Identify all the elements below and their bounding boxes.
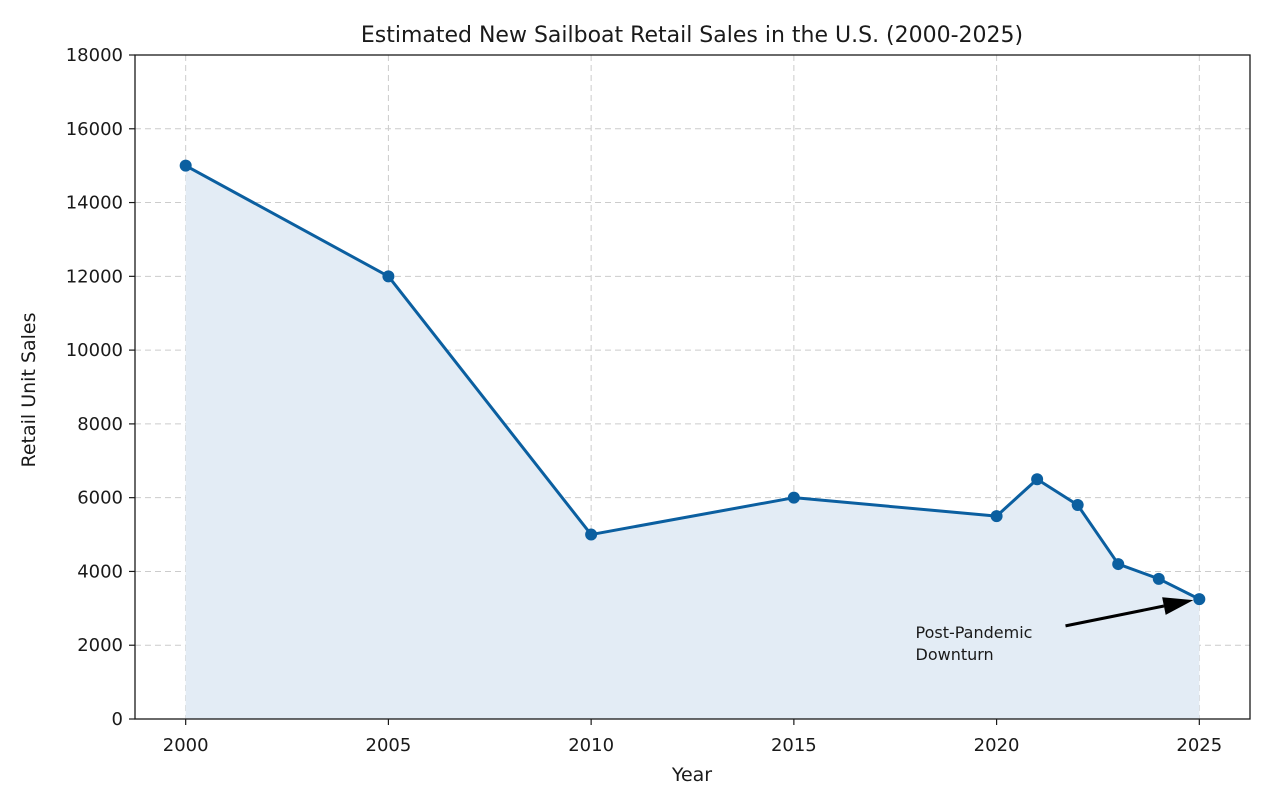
data-point <box>787 491 800 504</box>
plot-frame <box>134 54 1251 720</box>
x-axis-label: Year <box>671 764 712 786</box>
series-line-layer <box>184 164 1200 601</box>
data-point <box>1031 473 1044 486</box>
y-tick-label: 6000 <box>77 488 123 509</box>
y-tick-label: 4000 <box>77 561 123 582</box>
annotation-text: Downturn <box>916 645 994 664</box>
data-point <box>1112 558 1125 571</box>
data-point <box>585 528 598 541</box>
x-tick-label: 2000 <box>163 735 209 756</box>
data-point-layer <box>179 159 1206 606</box>
y-tick-label: 14000 <box>66 193 123 214</box>
data-point <box>382 270 395 283</box>
x-tick-label: 2010 <box>568 735 614 756</box>
y-tick-label: 0 <box>112 709 123 730</box>
y-tick-label: 12000 <box>66 266 123 287</box>
series-area-fill <box>185 165 1200 719</box>
annotation-arrow-line <box>1065 604 1165 628</box>
data-point <box>990 510 1003 523</box>
x-tick-label: 2020 <box>974 735 1020 756</box>
x-tick-label: 2015 <box>771 735 817 756</box>
x-tick-label: 2005 <box>366 735 412 756</box>
series-line <box>184 164 1200 601</box>
y-tick-label: 10000 <box>66 340 123 361</box>
y-tick-label: 18000 <box>66 45 123 66</box>
y-axis-ticks: 0 2000 4000 6000 8000 10000 12000 14000 16000 180… <box>66 45 135 730</box>
data-point <box>179 159 192 172</box>
y-axis-label: Retail Unit Sales <box>18 312 40 467</box>
x-tick-label: 2025 <box>1176 735 1222 756</box>
data-point <box>1193 593 1206 606</box>
annotation-arrow-head <box>1162 597 1194 615</box>
y-tick-label: 16000 <box>66 119 123 140</box>
x-axis-ticks: 2000 2005 2010 2015 2020 2025 <box>163 719 1222 756</box>
annotation-text: Post-Pandemic <box>916 623 1033 642</box>
data-point <box>1152 572 1165 585</box>
y-tick-label: 8000 <box>77 414 123 435</box>
data-point <box>1071 499 1084 512</box>
area-fill-layer <box>185 165 1200 719</box>
chart-title: Estimated New Sailboat Retail Sales in t… <box>361 23 1023 48</box>
annotation: Post-Pandemic Downturn <box>916 597 1194 664</box>
y-tick-label: 2000 <box>77 635 123 656</box>
